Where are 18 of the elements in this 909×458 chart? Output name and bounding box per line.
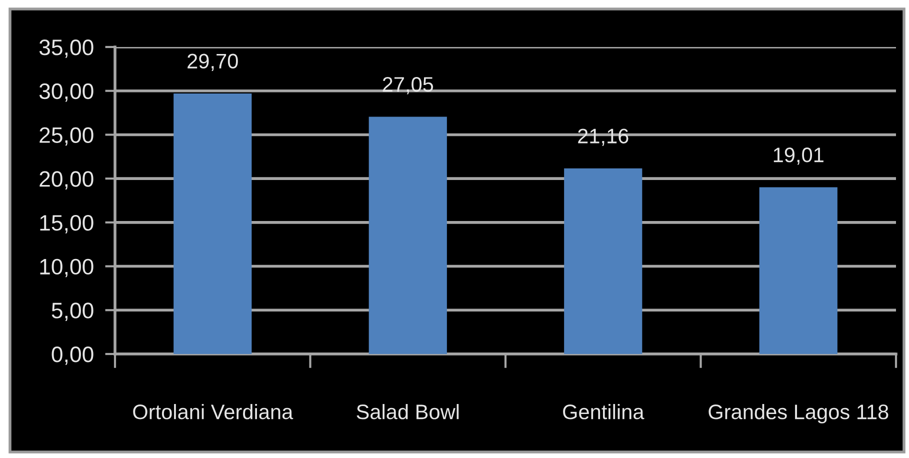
y-tick-label: 5,00 <box>52 302 94 322</box>
bar <box>368 116 447 354</box>
data-label: 19,01 <box>774 148 824 165</box>
y-tick-label: 10,00 <box>40 258 94 278</box>
x-tick-label: Salad Bowl <box>356 404 459 420</box>
y-tick-label: 15,00 <box>40 214 94 234</box>
bar <box>564 168 642 354</box>
bar <box>759 187 838 354</box>
y-tick-label: 35,00 <box>39 40 94 58</box>
y-tick-label: 20,00 <box>40 171 94 190</box>
y-tick-label: 0,00 <box>52 346 94 365</box>
x-tick-label: Grandes Lagos 118 <box>708 404 888 424</box>
x-tick-label: Gentilina <box>563 404 644 420</box>
data-label: 29,70 <box>188 54 238 71</box>
y-tick-label: 25,00 <box>40 127 94 146</box>
bar <box>174 93 252 354</box>
y-tick-label: 30,00 <box>39 83 94 102</box>
x-tick-label: Ortolani Verdiana <box>133 404 294 420</box>
